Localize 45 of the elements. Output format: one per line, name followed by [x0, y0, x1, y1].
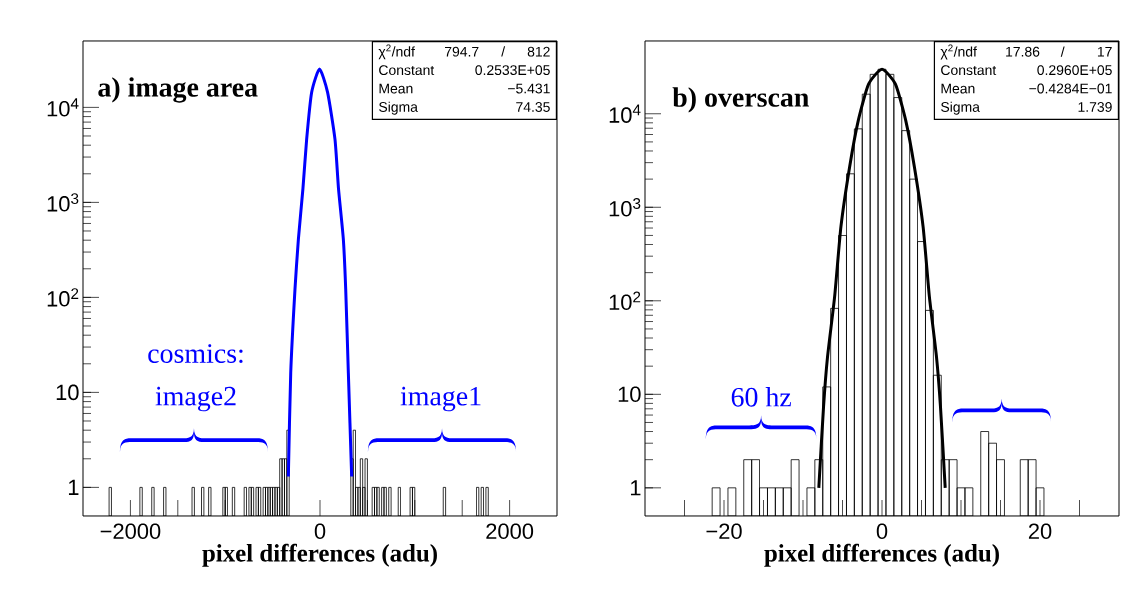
annotation: 17.86 [1006, 46, 1040, 57]
annotation: 74.35 [516, 102, 550, 112]
text: a) image area [98, 77, 258, 103]
annotation: χ$^{2}$/ndf [940, 44, 977, 60]
annotation: image2 [155, 386, 236, 412]
x-tick-label: 0 [876, 523, 888, 540]
line-series [286, 67, 354, 479]
x-tick-label: −2000 [100, 523, 161, 540]
annotation: Mean [379, 83, 413, 94]
annotation: χ$^{2}$/ndf [378, 44, 415, 60]
annotation: 794.7 [445, 46, 479, 57]
annotation: 812 [527, 46, 550, 57]
y-tick-label: 10 [56, 384, 79, 401]
x-tick-label: −20 [706, 523, 742, 540]
annotation: Constant [379, 65, 435, 76]
annotation: Constant [941, 65, 997, 76]
y-tick-label: 1 [68, 479, 79, 495]
annotation: cosmics: [148, 344, 243, 364]
annotation: Mean [941, 83, 975, 94]
annotation: Sigma [941, 101, 980, 115]
y-tick-label: 10 [618, 386, 641, 403]
annotation: 60 hz [731, 387, 791, 407]
x-tick-label: 2000 [486, 523, 534, 540]
y-tick-label: 1 [630, 480, 641, 496]
annotation: Sigma [379, 101, 418, 115]
x-tick-label: 20 [1028, 523, 1052, 540]
annotation: 1.739 [1078, 102, 1112, 112]
annotation: −5.431 [508, 83, 550, 94]
y-tick-label: 10$^{3}$ [47, 193, 79, 212]
y-tick-label: 10$^{4}$ [609, 104, 641, 123]
annotation: −0.4284E−01 [1029, 83, 1112, 94]
y-tick-label: 10$^{2}$ [609, 291, 641, 311]
annotation: 0.2960E+05 [1037, 65, 1112, 76]
annotation: / [501, 46, 506, 57]
annotation: / [1060, 46, 1065, 57]
annotation: 0.2533E+05 [475, 65, 550, 76]
annotation: 17 [1097, 46, 1112, 57]
y-tick-label: 10$^{3}$ [609, 198, 641, 217]
y-tick-label: 10$^{2}$ [47, 288, 79, 307]
x-axis-title: pixel differences (adu) [764, 543, 999, 567]
y-tick-label: 10$^{4}$ [47, 98, 79, 117]
x-axis-title: pixel differences (adu) [202, 543, 437, 567]
annotation: image1 [400, 386, 481, 412]
x-tick-label: 0 [314, 523, 326, 540]
text: b) overscan [672, 87, 809, 113]
